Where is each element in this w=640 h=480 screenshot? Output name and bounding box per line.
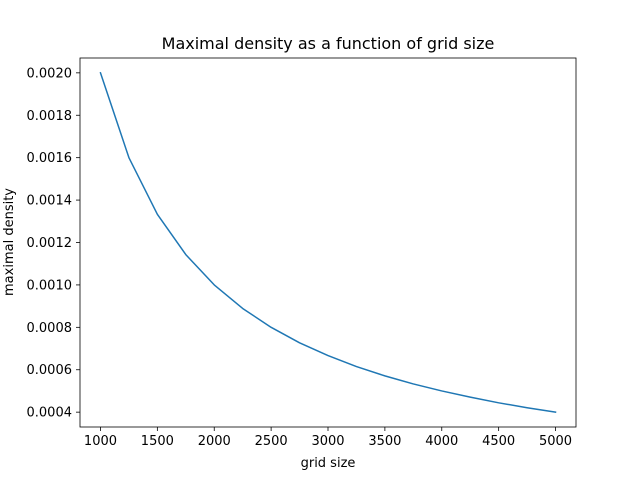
y-tick-label: 0.0008 xyxy=(27,321,73,336)
chart-title: Maximal density as a function of grid si… xyxy=(162,34,495,53)
x-tick-label: 2500 xyxy=(255,434,288,449)
x-tick-label: 2000 xyxy=(198,434,231,449)
y-tick-label: 0.0014 xyxy=(27,194,73,209)
y-tick-label: 0.0020 xyxy=(27,66,73,81)
x-tick-label: 4500 xyxy=(482,434,515,449)
x-tick-label: 5000 xyxy=(539,434,572,449)
y-tick-label: 0.0016 xyxy=(27,151,73,166)
series-layer xyxy=(99,71,557,414)
series-line xyxy=(99,71,557,414)
y-tick-label: 0.0012 xyxy=(27,236,73,251)
y-tick-label: 0.0004 xyxy=(27,406,73,421)
y-tick-label: 0.0010 xyxy=(27,278,73,293)
x-tick-label: 1000 xyxy=(84,434,117,449)
x-axis-ticks: 1000 1500 2000 2500 3000 3500 4000 4500 5000 xyxy=(84,427,572,449)
x-tick-label: 4000 xyxy=(425,434,458,449)
y-axis-label: maximal density xyxy=(2,188,17,296)
y-axis-ticks: 0.0004 0.0006 0.0008 0.0010 0.0012 0.0014 0.00… xyxy=(27,66,80,421)
x-tick-label: 3000 xyxy=(311,434,344,449)
x-axis-label: grid size xyxy=(301,456,356,471)
x-tick-label: 1500 xyxy=(141,434,174,449)
y-tick-label: 0.0018 xyxy=(27,109,73,124)
y-tick-label: 0.0006 xyxy=(27,363,73,378)
x-tick-label: 3500 xyxy=(368,434,401,449)
